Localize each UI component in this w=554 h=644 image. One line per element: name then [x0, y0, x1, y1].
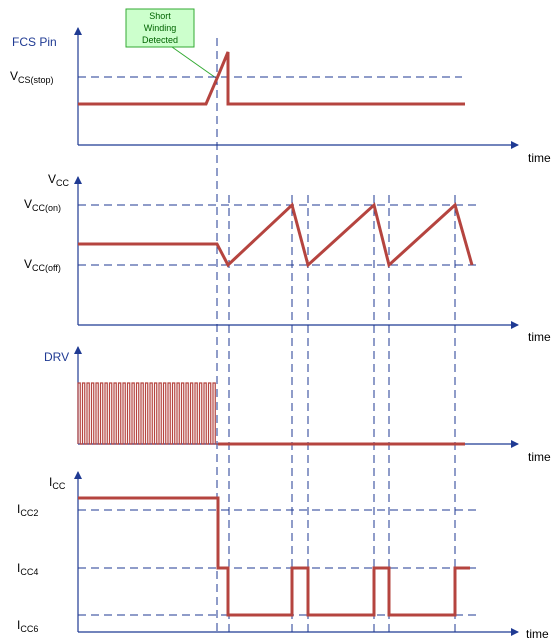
icc-time-label: time	[526, 627, 549, 641]
vcc-waveform	[78, 202, 474, 268]
icc-panel: ICC ICC2 ICC4 ICC6 time	[17, 471, 549, 641]
icc6-label: ICC6	[17, 618, 38, 634]
event-guides	[216, 38, 456, 632]
drv-time-label: time	[528, 450, 551, 464]
icc4-label: ICC4	[17, 561, 38, 577]
short-winding-callout: Short Winding Detected	[125, 8, 217, 79]
drv-axis-label: DRV	[44, 350, 69, 364]
vcc-on-label: VCC(on)	[24, 197, 61, 213]
fcs-axis-label: FCS Pin	[12, 35, 57, 49]
vcc-time-label: time	[528, 330, 551, 344]
vcc-axis-label: VCC	[48, 172, 70, 188]
vcc-panel: VCC VCC(on) VCC(off) time	[24, 172, 551, 344]
fcs-panel: FCS Pin VCS(stop) time	[10, 27, 551, 165]
drv-pulse-train	[77, 382, 218, 445]
icc-axis-label: ICC	[49, 475, 66, 491]
icc2-label: ICC2	[17, 502, 38, 518]
fcs-waveform	[78, 51, 465, 106]
callout-line-2: Winding	[144, 23, 177, 33]
drv-panel: DRV time	[44, 346, 551, 464]
callout-line-3: Detected	[142, 35, 178, 45]
drv-pulse-path	[77, 382, 218, 445]
vcs-stop-label: VCS(stop)	[10, 69, 54, 85]
callout-line-1: Short	[149, 11, 171, 21]
vcc-off-label: VCC(off)	[24, 257, 61, 273]
callout-pointer	[171, 46, 217, 79]
fcs-time-label: time	[528, 151, 551, 165]
icc-waveform	[78, 496, 470, 617]
